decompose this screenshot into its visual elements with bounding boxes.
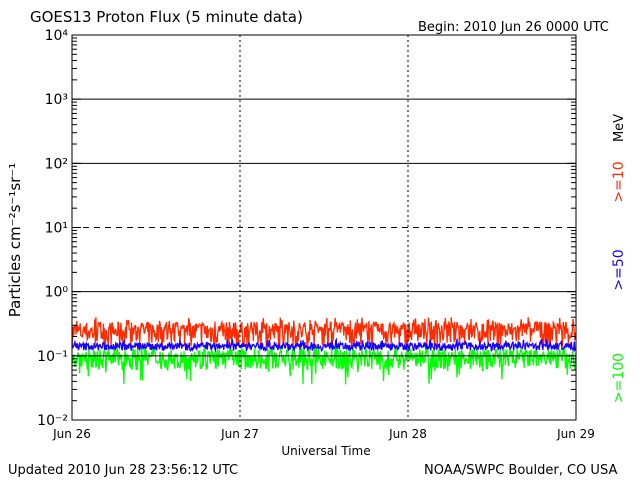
grid-layer: [72, 34, 576, 421]
y-tick-label: 10²: [45, 156, 68, 172]
legend-label: >=100: [611, 353, 627, 403]
footer-updated: Updated 2010 Jun 28 23:56:12 UTC: [8, 463, 238, 478]
legend-unit-label: MeV: [612, 114, 627, 142]
series-line-1: [71, 317, 577, 348]
y-tick-label: 10⁻²: [37, 413, 68, 429]
y-tick-labels: 10⁻² 10⁻¹ 10⁰ 10¹ 10² 10³ 10⁴: [37, 28, 68, 429]
series-line-2: [71, 337, 577, 353]
x-tick-label: Jun 29: [556, 427, 595, 441]
x-axis-label: Universal Time: [281, 444, 370, 458]
y-tick-label: 10⁻¹: [37, 349, 68, 365]
y-tick-label: 10¹: [45, 221, 68, 237]
legend-label: >=10: [611, 161, 627, 202]
legend-label: >=50: [611, 249, 627, 290]
x-tick-labels: Jun 26 Jun 27 Jun 28 Jun 29: [52, 427, 595, 441]
chart-title: GOES13 Proton Flux (5 minute data): [30, 8, 303, 26]
footer-source: NOAA/SWPC Boulder, CO USA: [424, 463, 617, 478]
y-tick-label: 10⁴: [45, 28, 69, 44]
plot-frame: [71, 34, 577, 421]
series-layer: [71, 317, 577, 385]
x-tick-label: Jun 27: [220, 427, 259, 441]
y-axis-label: Particles cm⁻²s⁻¹sr⁻¹: [6, 163, 24, 317]
legend: >=10 >=50 >=100 MeV: [611, 114, 627, 403]
series-line-3: [71, 346, 577, 385]
y-tick-label: 10⁰: [45, 285, 69, 301]
begin-label: Begin: 2010 Jun 26 0000 UTC: [418, 20, 609, 35]
y-tick-label: 10³: [45, 92, 68, 108]
x-tick-label: Jun 26: [52, 427, 91, 441]
x-tick-label: Jun 28: [388, 427, 427, 441]
